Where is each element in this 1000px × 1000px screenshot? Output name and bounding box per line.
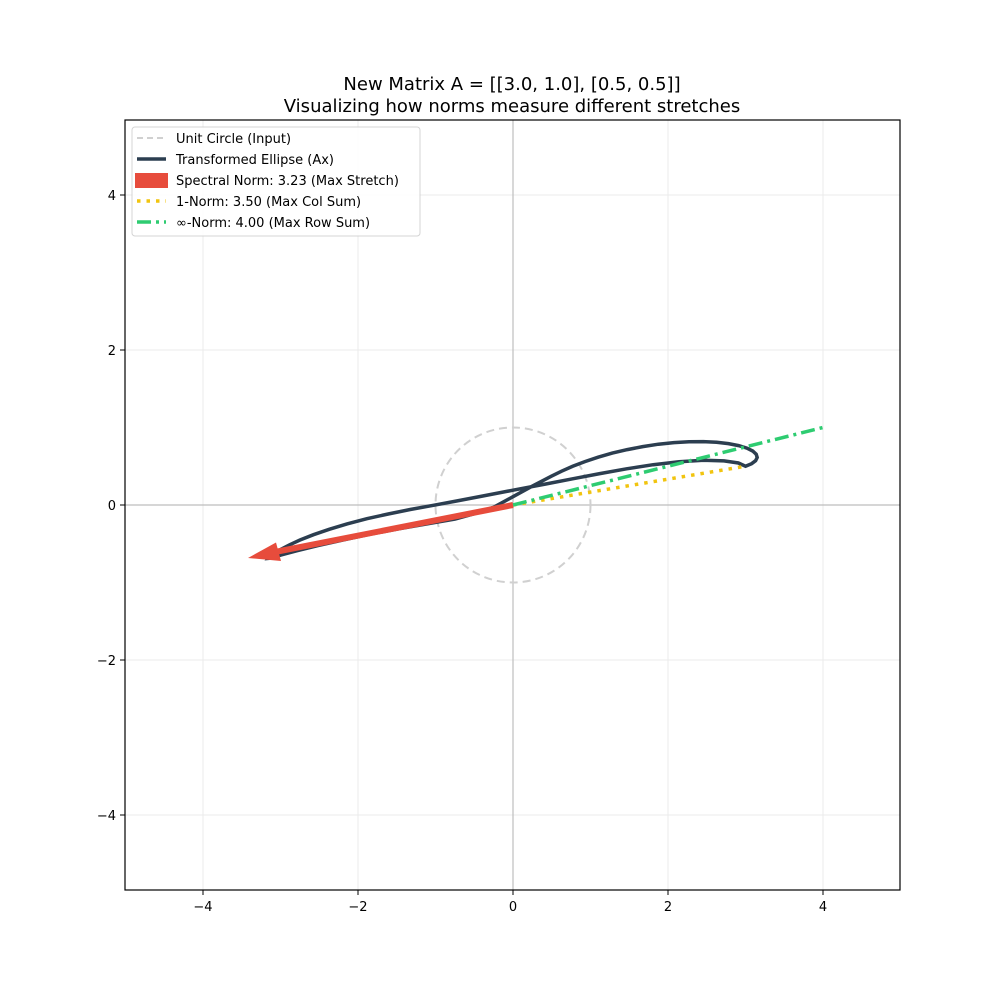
legend-label: ∞-Norm: 4.00 (Max Row Sum): [176, 216, 370, 231]
x-tick-label: 4: [819, 900, 827, 915]
x-tick-label: 0: [509, 900, 517, 915]
y-tick-label: 4: [108, 189, 116, 204]
chart-subtitle: Visualizing how norms measure different …: [284, 96, 740, 117]
legend-label: Transformed Ellipse (Ax): [175, 153, 334, 168]
legend-label: Spectral Norm: 3.23 (Max Stretch): [176, 174, 399, 189]
plot-area: [124, 119, 901, 891]
x-tick-label: −4: [193, 900, 212, 915]
x-tick-label: −2: [348, 900, 367, 915]
legend: Unit Circle (Input) Transformed Ellipse …: [131, 126, 421, 237]
y-tick-label: −4: [97, 809, 116, 824]
legend-spectral-swatch: [135, 173, 168, 188]
legend-label: 1-Norm: 3.50 (Max Col Sum): [176, 195, 361, 210]
chart-title: New Matrix A = [[3.0, 1.0], [0.5, 0.5]]: [343, 74, 680, 95]
y-tick-label: 2: [108, 344, 116, 359]
y-tick-label: 0: [108, 499, 116, 514]
legend-box: [131, 126, 421, 237]
unit-circle: [434, 426, 592, 584]
y-tick-label: −2: [97, 654, 116, 669]
y-axis: 4 2 0 −2 −4: [97, 189, 125, 824]
spectral-norm-arrow: [248, 502, 514, 561]
x-axis: −4 −2 0 2 4: [193, 890, 827, 915]
x-tick-label: 2: [664, 900, 672, 915]
legend-label: Unit Circle (Input): [176, 132, 291, 147]
one-norm-line: [512, 464, 746, 507]
